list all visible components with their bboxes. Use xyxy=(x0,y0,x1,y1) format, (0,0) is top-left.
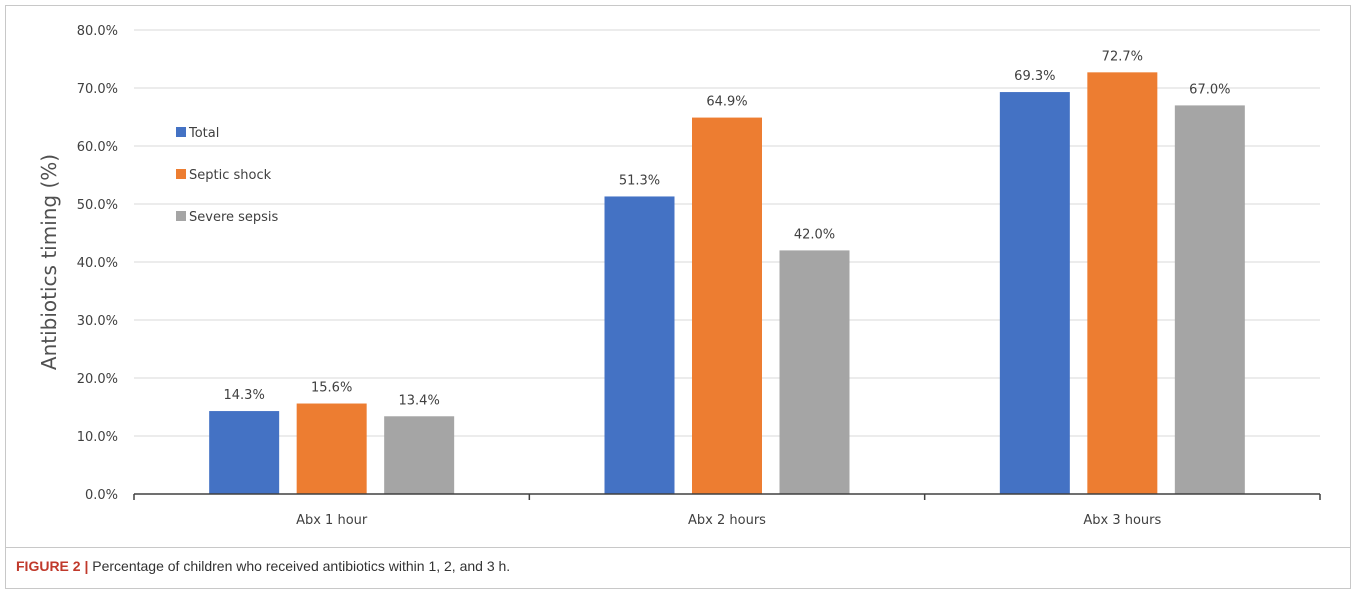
legend-swatch xyxy=(176,169,186,179)
legend-label: Septic shock xyxy=(189,168,272,183)
data-label: 13.4% xyxy=(399,393,440,408)
bar xyxy=(779,250,850,494)
y-tick-label: 50.0% xyxy=(77,198,118,213)
figure-caption-label: FIGURE 2 | xyxy=(16,558,89,574)
data-label: 42.0% xyxy=(794,227,835,242)
legend-label: Severe sepsis xyxy=(189,210,279,225)
bar xyxy=(1174,105,1245,495)
caption-divider xyxy=(6,547,1350,548)
bars xyxy=(209,72,1245,495)
y-tick-label: 0.0% xyxy=(85,488,118,503)
bar xyxy=(384,416,455,494)
y-tick-label: 10.0% xyxy=(77,430,118,445)
bar xyxy=(209,411,280,494)
x-tick-label: Abx 3 hours xyxy=(1083,513,1161,528)
data-label: 15.6% xyxy=(311,381,352,396)
bar xyxy=(999,92,1070,494)
y-tick-label: 30.0% xyxy=(77,314,118,329)
bar-chart: 0.0% 10.0% 20.0% 30.0% 40.0% 50.0% 60.0% 70.0% 8… xyxy=(37,24,1321,528)
legend: Total Septic shock Severe sepsis xyxy=(176,126,279,225)
x-tick-label: Abx 2 hours xyxy=(688,513,766,528)
bar xyxy=(1087,72,1158,494)
x-axis: Abx 1 hour Abx 2 hours Abx 3 hours xyxy=(133,493,1321,528)
bar xyxy=(296,403,367,494)
x-tick-label: Abx 1 hour xyxy=(296,513,368,528)
data-label: 67.0% xyxy=(1189,82,1230,97)
bar xyxy=(604,196,675,494)
y-tick-label: 80.0% xyxy=(77,24,118,39)
y-axis-title: Antibiotics timing (%) xyxy=(37,154,61,370)
data-label: 14.3% xyxy=(224,388,265,403)
y-tick-label: 40.0% xyxy=(77,256,118,271)
figure-frame xyxy=(5,5,1351,589)
y-tick-label: 70.0% xyxy=(77,82,118,97)
data-label: 69.3% xyxy=(1014,69,1055,84)
y-tick-label: 20.0% xyxy=(77,372,118,387)
legend-swatch xyxy=(176,127,186,137)
data-label: 72.7% xyxy=(1102,49,1143,64)
y-tick-label: 60.0% xyxy=(77,140,118,155)
data-labels: 14.3% 15.6% 13.4% 51.3% 64.9% 42.0% 69.3% 72.7%… xyxy=(224,49,1231,408)
data-label: 51.3% xyxy=(619,173,660,188)
y-axis-ticks: 0.0% 10.0% 20.0% 30.0% 40.0% 50.0% 60.0% 70.0% 8… xyxy=(77,24,118,503)
figure-caption-text: Percentage of children who received anti… xyxy=(92,558,511,574)
bar xyxy=(692,117,762,494)
data-label: 64.9% xyxy=(706,95,747,110)
figure-caption: FIGURE 2 | Percentage of children who re… xyxy=(16,558,510,574)
legend-label: Total xyxy=(188,126,219,141)
legend-swatch xyxy=(176,211,186,221)
